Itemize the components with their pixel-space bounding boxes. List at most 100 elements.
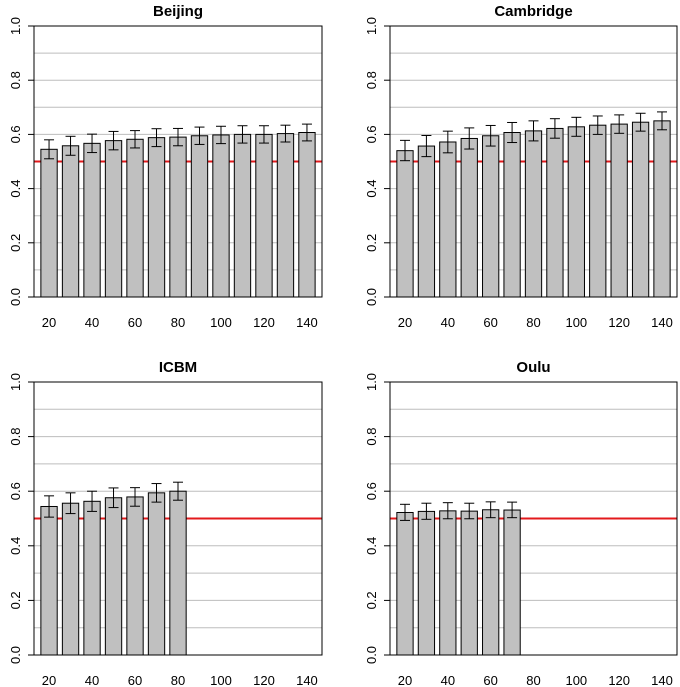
error-bar	[528, 120, 539, 142]
x-tick-label: 60	[128, 673, 142, 687]
error-bar	[87, 490, 98, 512]
y-tick-label: 0.2	[8, 234, 23, 252]
bar	[396, 150, 414, 298]
bar	[104, 497, 123, 656]
plot-frame	[33, 25, 323, 298]
bar	[439, 141, 457, 298]
error-bar	[108, 487, 119, 509]
y-tick-label: 0.4	[364, 180, 379, 198]
x-tick-label: 20	[398, 673, 412, 687]
y-tick-label: 1.0	[364, 373, 379, 391]
y-tick-label: 1.0	[364, 17, 379, 35]
error-bar	[173, 481, 183, 501]
y-tick-label: 0.0	[8, 646, 23, 664]
bar	[482, 135, 500, 298]
error-bar	[464, 502, 475, 520]
x-tick-label: 40	[441, 315, 455, 330]
x-tick-label: 120	[253, 673, 275, 687]
y-tick-label: 0.0	[364, 646, 379, 664]
x-tick-label: 20	[42, 315, 56, 330]
error-bar	[485, 124, 496, 147]
error-bar	[464, 127, 475, 150]
chart-panel-oulu: 0.0 0.2 0.4 0.6 0.8 1.0 20 40 60 80 100 120 140 Oulu	[364, 359, 678, 687]
error-bar	[399, 503, 410, 521]
bar	[503, 132, 521, 298]
bar	[169, 490, 187, 656]
error-bar	[87, 133, 98, 154]
x-tick-label: 60	[128, 315, 142, 330]
bar	[298, 132, 316, 298]
x-tick-label: 80	[171, 315, 185, 330]
error-bar	[614, 114, 625, 134]
y-tick-label: 0.2	[364, 591, 379, 609]
y-tick-label: 0.4	[8, 537, 23, 555]
y-tick-label: 1.0	[8, 373, 23, 391]
x-tick-label: 40	[441, 673, 455, 687]
y-tick-label: 0.2	[364, 234, 379, 252]
x-tick-label: 120	[608, 673, 630, 687]
bar	[439, 510, 457, 656]
x-tick-label: 40	[85, 315, 99, 330]
error-bar	[399, 139, 410, 162]
chart-title: ICBM	[159, 359, 197, 376]
chart-panel-cambridge: 0.0 0.2 0.4 0.6 0.8 1.0 20 40 60 80 100 120 140 Cambr…	[364, 3, 678, 330]
error-bar	[421, 502, 432, 520]
plot-frame	[33, 381, 323, 656]
error-bar	[507, 121, 518, 144]
error-bar	[130, 487, 141, 507]
x-tick-label: 60	[483, 315, 497, 330]
plot-frame	[389, 25, 678, 298]
bar	[396, 511, 414, 656]
x-tick-label: 140	[296, 673, 318, 687]
bar	[417, 145, 436, 298]
y-tick-label: 0.8	[8, 71, 23, 89]
error-bar	[237, 125, 248, 144]
bar	[212, 134, 230, 298]
chart-panel-icbm: 0.0 0.2 0.4 0.6 0.8 1.0 20 40 60 80 100 120 140 ICBM	[8, 359, 323, 687]
y-tick-label: 1.0	[8, 17, 23, 35]
x-tick-label: 140	[651, 315, 673, 330]
bar	[610, 123, 628, 298]
y-tick-label: 0.6	[8, 125, 23, 143]
bar	[631, 121, 650, 298]
bar	[524, 130, 543, 298]
error-bar	[549, 118, 560, 139]
error-bar	[507, 501, 518, 519]
bar	[83, 500, 101, 656]
error-bar	[151, 483, 162, 503]
y-tick-label: 0.0	[8, 288, 23, 306]
bar	[61, 145, 80, 298]
chart-title: Cambridge	[494, 3, 572, 20]
error-bar	[442, 130, 453, 154]
error-bar	[215, 125, 226, 145]
bar	[233, 133, 252, 298]
x-tick-label: 120	[253, 315, 275, 330]
error-bar	[44, 139, 55, 160]
bar	[417, 510, 436, 656]
error-bar	[151, 128, 162, 148]
bar	[83, 142, 101, 298]
bar	[482, 509, 500, 656]
error-bar	[442, 502, 453, 520]
bar	[503, 509, 521, 656]
y-tick-label: 0.4	[364, 537, 379, 555]
x-tick-label: 80	[171, 673, 185, 687]
y-tick-label: 0.6	[364, 125, 379, 143]
x-tick-label: 100	[565, 673, 587, 687]
chart-title: Oulu	[516, 359, 550, 376]
chart-panel-beijing: 0.0 0.2 0.4 0.6 0.8 1.0 20 40 60 80 100 120 140 Beiji…	[8, 3, 323, 330]
y-tick-label: 0.6	[364, 482, 379, 500]
bar	[126, 138, 144, 298]
bar	[104, 140, 123, 298]
error-bar	[194, 126, 205, 145]
error-bar	[571, 116, 582, 137]
bar	[653, 120, 671, 298]
x-tick-label: 140	[296, 315, 318, 330]
error-bar	[485, 501, 496, 519]
bar	[169, 136, 187, 298]
x-tick-label: 40	[85, 673, 99, 687]
bar	[40, 505, 58, 656]
plot-frame	[389, 381, 678, 656]
bar	[589, 124, 607, 298]
error-bar	[280, 124, 291, 143]
